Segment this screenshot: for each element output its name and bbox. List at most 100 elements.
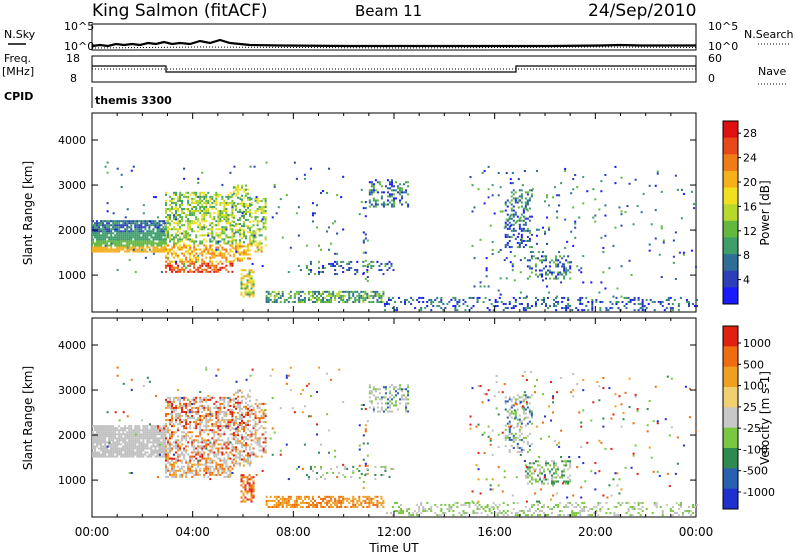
range-gate-cell [510,217,513,220]
range-gate-cell [232,411,235,414]
range-gate-cell [518,195,521,198]
range-gate-cell [628,259,631,262]
range-gate-cell [492,507,495,511]
range-gate-cell [372,260,375,263]
range-gate-cell [262,451,265,454]
range-gate-cell [243,217,246,220]
range-gate-cell [217,242,220,245]
range-gate-cell [169,445,172,448]
range-gate-cell [248,498,251,501]
range-gate-cell [152,443,155,446]
range-gate-cell [320,192,323,195]
range-gate-cell [158,447,161,450]
range-gate-cell [342,499,345,502]
range-gate-cell [483,202,486,205]
velocity-panel-frame [91,317,697,518]
range-gate-cell [326,298,329,301]
range-gate-cell [249,227,252,230]
range-gate-cell [110,242,113,245]
range-gate-cell [366,265,369,268]
range-gate-cell [213,402,216,405]
range-gate-cell [203,469,206,472]
range-gate-cell [104,250,107,253]
range-gate-cell [211,207,214,211]
range-gate-cell [152,453,155,456]
range-gate-cell [225,451,228,454]
range-gate-cell [225,214,228,217]
range-gate-cell [575,505,578,508]
range-gate-cell [213,252,216,255]
range-gate-cell [526,217,529,220]
range-gate-cell [641,309,644,312]
range-gate-cell [154,238,157,241]
range-gate-cell [234,391,237,394]
range-gate-cell [559,510,562,513]
range-gate-cell [234,462,237,465]
range-gate-cell [215,195,218,198]
range-gate-cell [277,503,280,506]
range-gate-cell [522,229,525,232]
range-gate-cell [322,499,325,502]
range-gate-cell [604,174,607,177]
range-gate-cell [126,455,129,458]
range-gate-cell [124,447,127,450]
range-gate-cell [303,495,306,498]
range-gate-cell [231,236,234,239]
range-gate-cell [262,421,265,424]
range-gate-cell [690,249,693,252]
range-gate-cell [674,278,677,281]
range-gate-cell [193,469,196,472]
range-gate-cell [238,229,241,232]
range-gate-cell [164,437,167,440]
range-gate-cell [118,441,121,444]
range-gate-cell [252,236,255,239]
range-gate-cell [169,210,172,213]
range-gate-cell [98,427,101,430]
range-gate-cell [118,244,121,247]
range-gate-cell [256,216,259,219]
range-gate-cell [245,210,248,213]
range-gate-cell [150,449,153,452]
range-gate-cell [211,232,214,235]
range-gate-cell [207,471,210,474]
range-gate-cell [102,226,105,229]
range-gate-cell [132,451,135,454]
range-gate-cell [140,248,143,251]
range-gate-cell [126,445,129,448]
range-gate-cell [440,510,443,513]
range-gate-cell [120,230,123,233]
range-gate-cell [250,500,253,503]
range-gate-cell [364,201,367,204]
range-gate-cell [557,271,560,274]
range-gate-cell [166,248,170,251]
range-gate-cell [100,238,103,241]
range-gate-cell [232,454,235,457]
range-gate-cell [376,300,379,303]
range-gate-cell [247,227,250,230]
range-gate-cell [420,307,423,310]
range-gate-cell [152,439,155,442]
range-gate-cell [114,427,117,430]
range-gate-cell [256,404,259,407]
range-gate-cell [106,236,109,239]
range-gate-cell [191,205,194,208]
range-gate-cell [232,397,235,400]
range-gate-cell [128,433,131,436]
range-gate-cell [557,277,560,280]
range-gate-cell [516,235,519,238]
range-gate-cell [223,431,226,434]
range-gate-cell [187,404,190,407]
range-gate-cell [364,501,367,504]
range-gate-cell [215,465,218,468]
range-gate-cell [293,499,296,502]
range-gate-cell [203,220,206,223]
range-gate-cell [602,271,605,274]
range-gate-cell [148,228,151,231]
range-gate-cell [492,505,495,508]
range-gate-cell [189,234,192,237]
range-gate-cell [307,497,310,500]
range-gate-cell [116,226,119,229]
range-gate-cell [407,203,410,206]
range-gate-cell [199,435,202,438]
range-gate-cell [215,242,218,245]
